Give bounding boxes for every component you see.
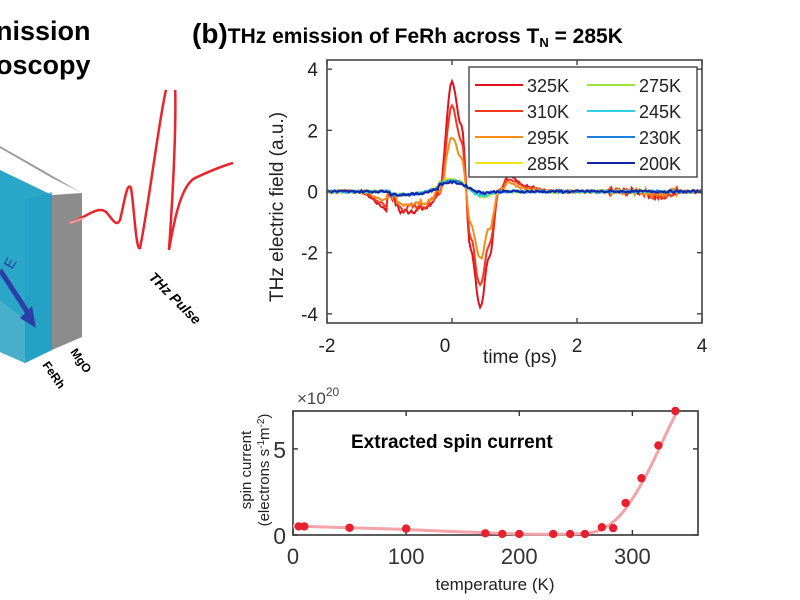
x-tick-label: 2	[572, 336, 583, 357]
schematic-heading-line2: oscopy	[0, 50, 91, 80]
legend-label: 200K	[639, 154, 681, 174]
y-axis-label-line1: spin current	[238, 430, 255, 509]
y-tick-label: -4	[301, 305, 318, 326]
x-tick-label: 300	[614, 544, 651, 569]
y-tick-label: 2	[307, 121, 318, 142]
y-axis-label-line2: (electrons s-1m-2)	[256, 414, 273, 527]
slab-shade	[0, 300, 25, 363]
y-axis-label: THz electric field (a.u.)	[267, 112, 288, 302]
x-axis-label: temperature (K)	[435, 575, 554, 594]
y-tick-label: 0	[307, 183, 318, 204]
data-point	[580, 529, 590, 539]
legend-label: 325K	[527, 76, 569, 96]
panel-title-subscript: N	[539, 35, 549, 50]
x-tick-label: -2	[319, 336, 336, 357]
legend-label: 295K	[527, 128, 569, 148]
legend-label: 230K	[639, 128, 681, 148]
x-axis-label: time (ps)	[483, 347, 557, 368]
data-point	[654, 441, 663, 450]
data-point	[621, 498, 630, 508]
y-scale-multiplier: ×1020	[297, 385, 340, 408]
waveform-line-200K	[326, 179, 703, 197]
legend-label: 245K	[639, 102, 681, 122]
field-arrow-head	[20, 306, 36, 328]
y-scale-base: ×10	[297, 389, 326, 408]
data-point	[498, 529, 507, 539]
data-point	[345, 523, 354, 532]
schematic-illustration: E THz Pulse MgO FeRh	[0, 90, 234, 391]
panel-title-main: THz emission of FeRh across T	[227, 25, 540, 48]
data-point	[300, 522, 309, 531]
x-tick-label: 100	[388, 544, 425, 569]
thz-pulse-waveform	[69, 90, 234, 251]
legend-label: 310K	[527, 102, 569, 122]
x-tick-label: 0	[287, 544, 299, 569]
mgo-layer	[52, 193, 82, 350]
data-point	[565, 529, 575, 539]
data-point	[671, 406, 680, 416]
y-tick-label: 0	[273, 523, 286, 549]
data-point	[637, 473, 646, 483]
pulse-emission-start	[69, 217, 85, 224]
schematic-heading-line1: nission	[0, 16, 91, 46]
slab-top-face	[0, 146, 82, 193]
x-tick-label: 200	[501, 544, 538, 569]
data-point	[608, 523, 618, 533]
data-point	[515, 529, 524, 539]
y-tick-label: 4	[307, 60, 318, 81]
data-point	[548, 529, 558, 539]
y-tick-label: 5	[273, 437, 286, 463]
plot-frame	[292, 410, 699, 536]
y-tick-label: -2	[301, 244, 318, 265]
panel-b-title: (b)THz emission of FeRh across TN = 285K	[192, 18, 623, 50]
x-tick-label: 4	[697, 336, 708, 357]
x-tick-label: 0	[440, 336, 451, 357]
panel-label: (b)	[192, 18, 228, 49]
fit-curve	[292, 409, 679, 536]
panel-title-tail: = 285K	[548, 25, 623, 48]
data-point	[401, 524, 411, 533]
legend-label: 285K	[527, 154, 569, 174]
y-scale-exponent: 20	[326, 385, 340, 399]
field-arrow	[0, 268, 33, 318]
data-point	[481, 529, 490, 538]
chart-title: Extracted spin current	[351, 432, 553, 453]
data-point	[597, 523, 607, 532]
legend-label: 275K	[639, 76, 681, 96]
